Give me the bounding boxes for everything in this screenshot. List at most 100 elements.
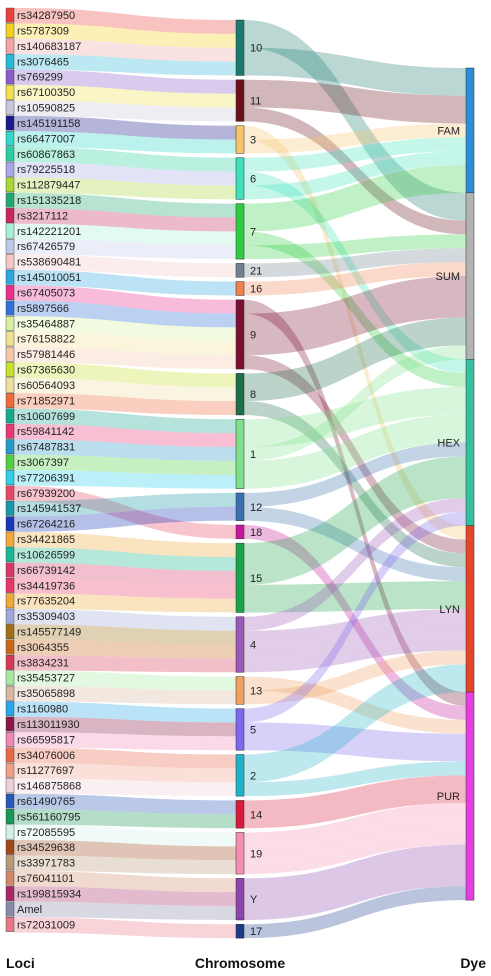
chromosome-label: 15 [250,573,262,585]
locus-node-rs60564093 [5,377,15,393]
link-chr-1-to-dye-SUM [244,345,466,461]
link-chr-3-to-dye-FAM [244,123,466,154]
locus-label: rs34529638 [17,842,75,854]
link-chr-15-to-dye-HEX [244,456,466,558]
locus-label: rs146875868 [17,781,81,793]
locus-label: rs76158822 [17,334,75,346]
locus-label: rs1160980 [17,704,68,716]
locus-node-rs67939200 [5,485,15,501]
link-chr-9-to-dye-LYN [244,355,466,554]
link-locus-rs35065898-to-chr-13 [14,686,236,705]
chromosome-node-18 [235,524,245,540]
locus-label: rs67365630 [17,365,75,377]
locus-label: rs60564093 [17,380,75,392]
locus-label: rs67405073 [17,287,75,299]
link-locus-rs66477007-to-chr-3 [14,131,236,154]
link-locus-rs10607699-to-chr-1 [14,408,236,434]
link-locus-rs67426579-to-chr-7 [14,239,236,260]
locus-node-rs76041101 [5,870,15,886]
locus-node-rs67487831 [5,439,15,455]
link-locus-rs34529638-to-chr-19 [14,840,236,861]
link-chr-14-to-dye-PUR [244,789,466,829]
link-chr-1-to-dye-HEX [244,428,466,489]
locus-label: rs71852971 [17,395,75,407]
chromosome-label: Y [250,894,258,906]
chromosome-label: 16 [250,284,262,296]
locus-node-rs35065898 [5,685,15,701]
locus-node-Amel [5,901,15,917]
locus-node-rs146875868 [5,778,15,794]
chromosome-node-1 [235,419,245,489]
locus-label: rs79225518 [17,164,75,176]
link-locus-rs34421865-to-chr-15 [14,531,236,558]
link-locus-rs33971783-to-chr-19 [14,855,236,875]
link-locus-rs67487831-to-chr-1 [14,439,236,461]
link-chr-10-to-dye-SUM [244,20,466,207]
link-chr-13-to-dye-LYN [244,650,466,705]
locus-node-rs145010051 [5,269,15,285]
link-locus-rs199815934-to-chr-Y [14,886,236,907]
locus-label: rs3217112 [17,210,68,222]
link-chr-5-to-dye-HEX [244,511,466,723]
locus-node-rs61490765 [5,793,15,809]
locus-node-rs77635204 [5,593,15,609]
link-locus-rs142221201-to-chr-7 [14,223,236,246]
chromosome-label: 8 [250,389,256,401]
link-chr-15-to-dye-LYN [244,581,466,599]
link-locus-rs60564093-to-chr-8 [14,377,236,402]
link-chr-21-to-dye-SUM [244,248,466,278]
locus-label: rs145010051 [17,272,81,284]
locus-node-rs79225518 [5,161,15,177]
locus-node-rs77206391 [5,470,15,485]
link-chr-Y-to-dye-PUR [244,858,466,907]
locus-node-rs3064355 [5,639,15,655]
link-locus-rs66739142-to-chr-15 [14,562,236,585]
link-chr-4-to-dye-LYN [244,608,466,645]
link-locus-rs151335218-to-chr-7 [14,192,236,218]
locus-node-rs72031009 [5,916,15,932]
locus-node-rs35464887 [5,316,15,331]
link-locus-rs10626599-to-chr-15 [14,547,236,571]
chromosome-node-12 [235,492,245,521]
link-chr-15-to-dye-HEX [244,484,466,585]
link-locus-rs57981446-to-chr-9 [14,347,236,370]
locus-label: rs34076006 [17,750,75,762]
locus-node-rs199815934 [5,886,15,901]
chromosome-label: 12 [250,502,262,514]
chromosome-label: 11 [250,96,261,108]
link-chr-16-to-dye-SUM [244,262,466,296]
link-locus-rs5897566-to-chr-9 [14,300,236,328]
locus-node-rs10626599 [5,547,15,562]
link-chr-11-to-dye-FAM [244,79,466,110]
link-locus-rs35464887-to-chr-9 [14,316,236,342]
locus-label: rs67264216 [17,519,75,531]
flow-links [14,8,466,939]
link-chr-4-to-dye-LYN [244,622,466,659]
link-chr-11-to-dye-FAM [244,93,466,124]
locus-label: rs10626599 [17,549,75,561]
locus-node-rs67365630 [5,362,15,378]
link-chr-Y-to-dye-PUR [244,844,466,893]
chromosome-label: 14 [250,809,262,821]
link-locus-rs3067397-to-chr-1 [14,454,236,475]
link-locus-rs140683187-to-chr-10 [14,38,236,62]
locus-label: rs3076465 [17,56,69,68]
link-chr-7-to-dye-HEX [244,231,466,387]
locus-label: rs113011930 [17,719,80,731]
locus-node-rs140683187 [5,38,15,54]
link-chr-5-to-dye-PUR [244,736,466,762]
chromosome-node-3 [235,125,245,154]
chromosome-label: 21 [250,265,262,277]
locus-node-rs35309403 [5,608,15,624]
locus-label: rs3064355 [17,642,69,654]
link-locus-rs3834231-to-chr-4 [14,655,236,673]
chromosome-label: 1 [250,449,256,461]
link-locus-rs67264216-to-chr-12 [14,506,236,532]
chromosome-label: 2 [250,770,256,782]
link-chr-7-to-dye-FAM [244,178,466,232]
locus-node-rs34421865 [5,531,15,547]
locus-label: rs66477007 [17,133,75,145]
locus-node-rs145577149 [5,624,15,640]
link-chr-17-to-dye-PUR [244,886,466,939]
locus-node-rs1160980 [5,701,15,717]
